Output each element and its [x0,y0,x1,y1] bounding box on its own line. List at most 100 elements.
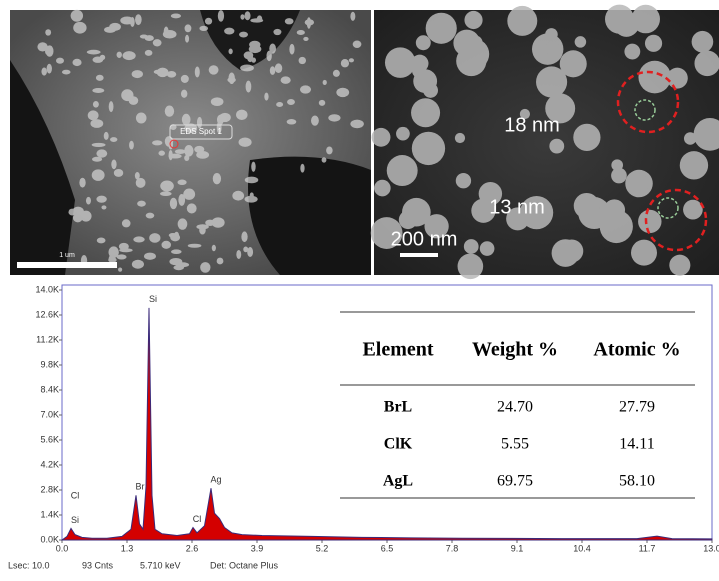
particle [88,110,99,120]
particle [276,102,283,107]
particle [136,178,146,188]
particle [199,26,208,31]
sem-right: 18 nm 13 nm 200 nm [371,5,719,279]
particle [123,51,136,60]
table-cell: 5.55 [501,436,529,453]
peak-label: Cl [71,491,80,501]
particle [464,239,479,254]
peak-label: Cl [193,514,202,524]
size-label: 13 nm [489,196,545,218]
particle [413,69,437,93]
particle [273,29,281,35]
particle [458,39,489,70]
particle [160,180,174,191]
particle [152,140,162,145]
particle [137,201,146,207]
particle [62,70,71,75]
particle [178,218,188,229]
particle [680,151,708,179]
particle [211,97,224,106]
particle [638,210,661,233]
particle [195,67,200,78]
particle [132,260,144,269]
particle [118,268,122,272]
particle [239,137,252,146]
particle [145,50,153,56]
particle [170,198,177,209]
particle [188,244,202,248]
x-tick-label: 6.5 [381,543,394,553]
particle [136,112,147,123]
particle [41,68,47,76]
particle [416,35,431,50]
particle [464,11,482,29]
peak-label: Si [149,294,157,304]
particle [100,55,105,60]
particle [246,81,252,93]
particle [545,28,558,41]
particle [185,24,192,32]
scale-label: 200 nm [391,228,458,250]
table-cell: 24.70 [497,399,533,416]
particle [455,133,465,143]
particle [232,191,244,201]
particle [101,205,106,209]
particle [79,178,85,188]
footer-text: Lsec: 10.0 [8,560,50,570]
particle [303,37,308,41]
particle [385,47,416,78]
table-cell: AgL [383,473,413,490]
particle [96,149,107,157]
particle [249,41,260,49]
particle [133,236,144,242]
particle [109,23,121,31]
particle [165,136,173,147]
x-tick-label: 13.0 [703,543,719,553]
particle [250,18,263,22]
particle [161,241,171,249]
particle [181,75,189,83]
particle [93,101,99,108]
particle [396,127,410,141]
particle [72,59,81,66]
size-label: 18 nm [504,114,560,136]
y-tick-label: 2.8K [40,484,59,494]
particle [440,19,451,30]
x-tick-label: 0.0 [56,543,69,553]
particle [297,30,305,35]
scale-label: 1 um [59,252,75,259]
particle [135,14,142,25]
particle [111,159,116,169]
particle [311,115,319,125]
particle [266,51,271,62]
x-tick-label: 7.8 [446,543,459,553]
x-tick-label: 9.1 [511,543,524,553]
particle [456,173,471,188]
particle [326,147,332,155]
particle [72,207,84,217]
y-tick-label: 11.2K [36,334,59,344]
particle [75,22,80,26]
particle [336,88,349,97]
particle [228,48,232,54]
particle [178,194,185,206]
particle [631,240,657,266]
table-cell: 58.10 [619,473,655,490]
particle [217,258,224,265]
particle [411,98,440,127]
particle [236,250,241,259]
particle [177,180,186,185]
table-cell: 14.11 [619,436,654,453]
particle [638,61,671,94]
particle [92,88,104,93]
particle [549,139,564,154]
particle [270,66,275,75]
particle [350,120,364,129]
particle [187,203,197,213]
x-tick-label: 11.7 [639,543,656,553]
footer-text: 93 Cnts [82,560,114,570]
y-tick-label: 4.2K [40,459,59,469]
particle [212,245,216,251]
particle [109,101,114,112]
